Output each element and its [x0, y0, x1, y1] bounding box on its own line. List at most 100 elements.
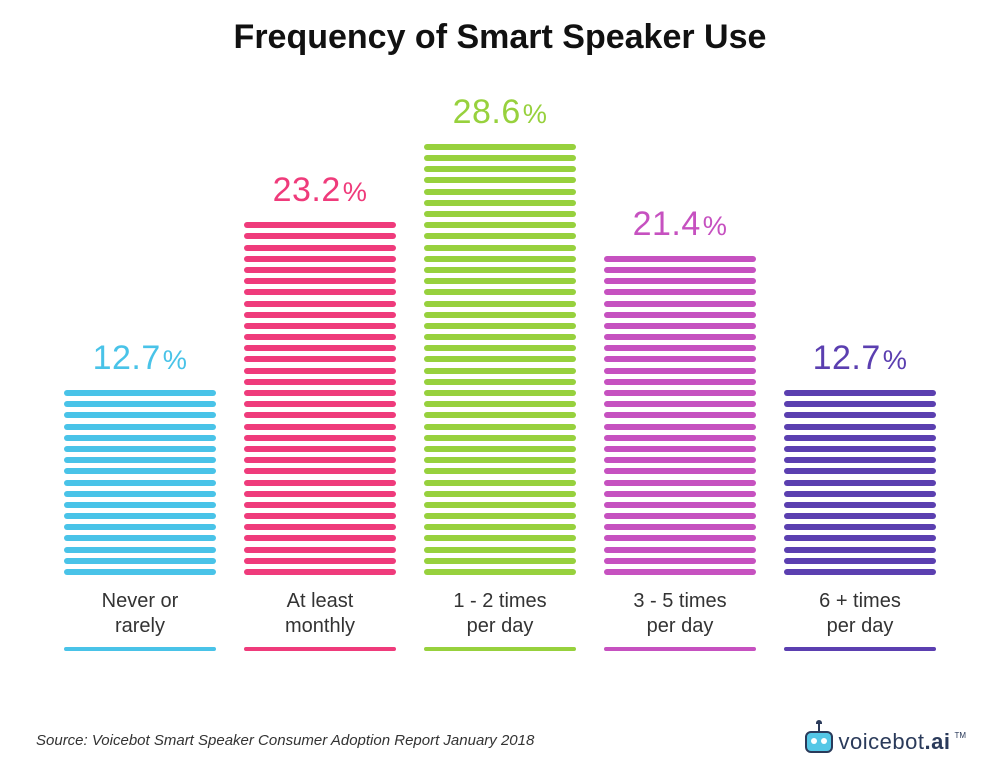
- bar-stripe: [64, 524, 216, 530]
- bar-stripe: [244, 468, 396, 474]
- bar-stripe: [424, 267, 576, 273]
- value-label: 12.7%: [93, 339, 188, 378]
- striped-bar: [64, 390, 216, 575]
- bar-stripe: [244, 312, 396, 318]
- bar-stripe: [604, 547, 756, 553]
- bar-stripe: [244, 233, 396, 239]
- bar-stripe: [784, 491, 936, 497]
- bar-stripe: [424, 368, 576, 374]
- bar-stripe: [604, 401, 756, 407]
- bar-stripe: [784, 569, 936, 575]
- bar-stripe: [424, 323, 576, 329]
- bar-stripe: [784, 468, 936, 474]
- bar-stripe: [64, 569, 216, 575]
- bar-stripe: [424, 412, 576, 418]
- bar-stripe: [604, 435, 756, 441]
- brand-suffix: .ai: [924, 729, 950, 754]
- bar-stripe: [244, 245, 396, 251]
- bar-stripe: [244, 356, 396, 362]
- category-label: Never orrarely: [102, 589, 179, 641]
- bar-stripe: [604, 513, 756, 519]
- bar-stripe: [244, 435, 396, 441]
- bar-stripe: [64, 412, 216, 418]
- chart-canvas: Frequency of Smart Speaker Use 12.7%Neve…: [0, 0, 1000, 771]
- bar-stripe: [64, 547, 216, 553]
- striped-bar: [424, 144, 576, 575]
- bar-stripe: [424, 211, 576, 217]
- bar-stripe: [604, 289, 756, 295]
- bar-stripe: [784, 457, 936, 463]
- baseline: [64, 647, 216, 651]
- bar-stripe: [244, 457, 396, 463]
- bar-stripe: [604, 535, 756, 541]
- bar-stripe: [784, 535, 936, 541]
- bar-stripe: [244, 491, 396, 497]
- bar-stripe: [784, 412, 936, 418]
- bar-stripe: [424, 312, 576, 318]
- bar-stripe: [424, 256, 576, 262]
- bar-stripe: [64, 401, 216, 407]
- category-label: 3 - 5 timesper day: [633, 589, 726, 641]
- bar-stripe: [424, 233, 576, 239]
- bar-stripe: [244, 513, 396, 519]
- bar-stripe: [64, 480, 216, 486]
- bar-stripe: [424, 177, 576, 183]
- brand-wordmark: voicebot.ai: [839, 729, 951, 755]
- bar-stripe: [244, 480, 396, 486]
- bar-stripe: [64, 513, 216, 519]
- bar-stripe: [604, 278, 756, 284]
- bar-stripe: [604, 446, 756, 452]
- bar-stripe: [784, 502, 936, 508]
- category-label: At leastmonthly: [285, 589, 355, 641]
- baseline: [784, 647, 936, 651]
- bar-stripe: [244, 301, 396, 307]
- bar-stripe: [604, 267, 756, 273]
- bar-stripe: [244, 535, 396, 541]
- bar-stripe: [424, 535, 576, 541]
- bar-stripe: [424, 401, 576, 407]
- bar-stripe: [424, 547, 576, 553]
- bar-stripe: [424, 200, 576, 206]
- bar-stripe: [604, 569, 756, 575]
- bar-stripe: [784, 390, 936, 396]
- bar-stripe: [784, 558, 936, 564]
- trademark-symbol: TM: [954, 731, 966, 740]
- bar-stripe: [604, 480, 756, 486]
- bar-stripe: [424, 480, 576, 486]
- brand-logo: voicebot.ai TM: [805, 729, 966, 755]
- bar-stripe: [424, 502, 576, 508]
- bar-stripe: [244, 446, 396, 452]
- striped-bar: [604, 256, 756, 575]
- bar-stripe: [784, 480, 936, 486]
- bar-stripe: [424, 491, 576, 497]
- bar-stripe: [244, 424, 396, 430]
- bar-stripe: [424, 222, 576, 228]
- bar-stripe: [424, 345, 576, 351]
- bar-stripe: [424, 457, 576, 463]
- bar-stripe: [424, 513, 576, 519]
- bar-stripe: [424, 166, 576, 172]
- category-label: 6 + timesper day: [819, 589, 901, 641]
- bar-stripe: [784, 424, 936, 430]
- bar-stripe: [64, 457, 216, 463]
- bar-stripe: [424, 435, 576, 441]
- bar-stripe: [424, 356, 576, 362]
- bar-stripe: [604, 368, 756, 374]
- bar-stripe: [424, 334, 576, 340]
- bar-stripe: [424, 390, 576, 396]
- bar-stripe: [244, 323, 396, 329]
- bar-stripe: [604, 323, 756, 329]
- bar-stripe: [784, 513, 936, 519]
- bar-stripe: [604, 502, 756, 508]
- bar-stripe: [244, 267, 396, 273]
- bar-stripe: [64, 491, 216, 497]
- bar-stripe: [604, 424, 756, 430]
- bar-stripe: [424, 446, 576, 452]
- bar-stripe: [244, 547, 396, 553]
- value-label: 12.7%: [813, 339, 908, 378]
- bar-stripe: [64, 558, 216, 564]
- bar-stripe: [424, 569, 576, 575]
- bar-stripe: [244, 401, 396, 407]
- bar-stripe: [244, 558, 396, 564]
- bar-stripe: [424, 468, 576, 474]
